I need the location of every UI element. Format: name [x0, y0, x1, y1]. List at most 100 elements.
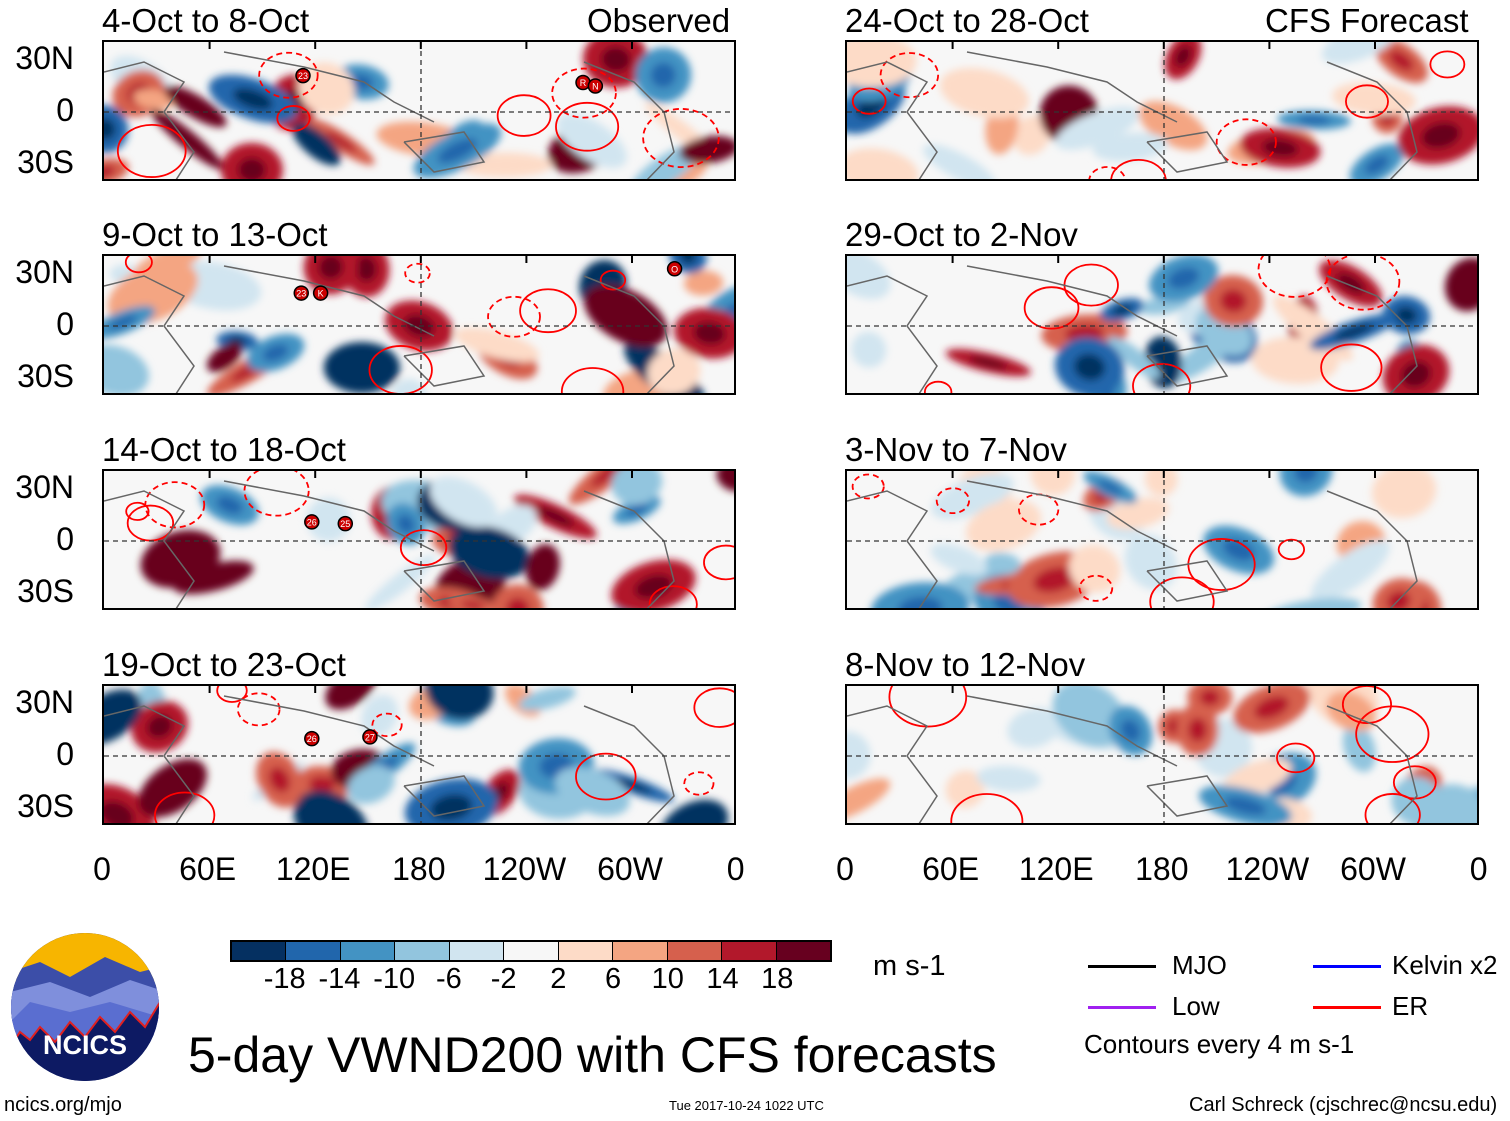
- anomaly-blob: [429, 476, 498, 528]
- map-panel: [845, 469, 1479, 610]
- anomaly-blob: [1371, 471, 1437, 518]
- er-contour: [243, 471, 310, 517]
- colorbar-units: m s-1: [873, 950, 946, 982]
- colorbar-label: -10: [373, 963, 416, 995]
- coastline: [104, 51, 675, 179]
- x-tick-label: 180: [1135, 851, 1189, 887]
- footer-author: Carl Schreck (cjschrec@ncsu.edu): [1189, 1094, 1498, 1116]
- anomaly-blob: [1092, 132, 1168, 162]
- anomaly-blob: [930, 543, 988, 576]
- x-tick-label: 120E: [1018, 851, 1094, 887]
- er-contour: [236, 692, 281, 727]
- anomaly-core: [308, 776, 336, 793]
- anomaly-blob: [1007, 707, 1061, 748]
- tropical-cyclone-icon: N: [587, 78, 604, 94]
- colorbar-label: -2: [490, 963, 517, 995]
- anomaly-blob: [647, 348, 701, 393]
- coastline: [847, 695, 1418, 823]
- panel-title: 9-Oct to 13-Oct: [102, 216, 328, 253]
- er-contour: [399, 529, 448, 567]
- anomaly-core: [1262, 139, 1299, 157]
- colorbar-label: 10: [651, 963, 684, 995]
- anomaly-core: [601, 46, 631, 73]
- anomaly-core: [355, 256, 377, 282]
- anomaly-blob: [1107, 336, 1161, 379]
- er-contour: [1364, 793, 1421, 823]
- anomaly-core: [181, 97, 210, 116]
- y-tick-label: 30N: [15, 469, 74, 505]
- anomaly-core: [650, 62, 676, 88]
- anomaly-blob: [984, 552, 1021, 575]
- er-contour: [1149, 576, 1215, 608]
- anomaly-blob: [1052, 686, 1127, 748]
- coastline: [847, 265, 1418, 393]
- storm-label: 27: [365, 732, 375, 742]
- er-contour: [888, 686, 968, 728]
- er-contour: [1320, 343, 1383, 392]
- map-panel: 23 R N: [102, 40, 736, 181]
- anomaly-core: [314, 808, 349, 823]
- er-contour: [923, 380, 953, 393]
- coastline: [847, 480, 1418, 608]
- tropical-cyclone-icon: 27: [362, 729, 378, 745]
- anomaly-core: [326, 131, 357, 153]
- anomaly-blob: [870, 582, 970, 608]
- panel-title: 8-Nov to 12-Nov: [845, 646, 1086, 683]
- panel-title: 3-Nov to 7-Nov: [845, 431, 1067, 468]
- x-tick-label: 0: [836, 851, 854, 887]
- anomaly-core: [232, 88, 273, 111]
- er-contour: [642, 108, 720, 169]
- x-tick-label: 60W: [597, 851, 663, 887]
- anomaly-blob: [1262, 597, 1362, 608]
- anomaly-blob: [555, 767, 630, 816]
- forecast-label: CFS Forecast: [1265, 2, 1469, 39]
- storm-label: 23: [296, 289, 306, 299]
- anomaly-core: [146, 714, 173, 739]
- anomaly-blob: [939, 67, 1030, 119]
- x-tick-label: 0: [726, 851, 745, 887]
- colorbar-label: -6: [436, 963, 462, 995]
- anomaly-core: [626, 503, 648, 517]
- anomaly-core: [1219, 289, 1247, 313]
- er-contour: [693, 687, 734, 728]
- er-contour: [1355, 705, 1430, 763]
- anomaly-core: [471, 540, 508, 565]
- anomaly-blob: [1310, 539, 1390, 602]
- anomaly-core: [339, 686, 363, 698]
- er-contour: [648, 585, 698, 608]
- tropical-cyclone-icon: K: [312, 285, 329, 301]
- er-contour: [1078, 574, 1114, 602]
- colorbar-swatch: [558, 942, 614, 960]
- anomaly-blob: [455, 327, 540, 362]
- legend-line-mjo: [1088, 965, 1156, 968]
- anomaly-blob: [1012, 115, 1051, 156]
- storm-label: O: [671, 264, 678, 274]
- anomaly-core: [344, 356, 380, 380]
- map-panel: 26 27: [102, 684, 736, 825]
- anomaly-blob: [1055, 106, 1140, 150]
- anomaly-core: [216, 350, 233, 365]
- er-contour: [404, 262, 431, 284]
- anomaly-core: [1199, 689, 1220, 706]
- anomaly-blob: [347, 765, 395, 804]
- er-contour: [1341, 686, 1392, 724]
- colorbar-swatch: [286, 942, 341, 960]
- anomaly-blob: [966, 499, 1042, 552]
- footer-url[interactable]: ncics.org/mjo: [4, 1094, 122, 1116]
- anomaly-blob: [931, 473, 1014, 520]
- er-contour: [1023, 286, 1080, 330]
- anomaly-blob: [923, 144, 996, 179]
- panel-title: 29-Oct to 2-Nov: [845, 216, 1078, 253]
- figure-title: 5-day VWND200 with CFS forecasts: [188, 1027, 997, 1083]
- er-contour: [555, 101, 620, 152]
- y-tick-label: 30N: [15, 40, 74, 76]
- anomaly-blob: [847, 42, 917, 88]
- anomaly-core: [693, 321, 726, 345]
- legend-low: Low: [1172, 991, 1220, 1021]
- legend-line-low: [1088, 1006, 1156, 1009]
- y-tick-label: 30N: [15, 684, 74, 720]
- anomaly-blob: [1426, 784, 1477, 823]
- anomaly-core: [1033, 566, 1076, 593]
- anomaly-core: [1294, 471, 1318, 483]
- colorbar-label: 6: [605, 963, 622, 995]
